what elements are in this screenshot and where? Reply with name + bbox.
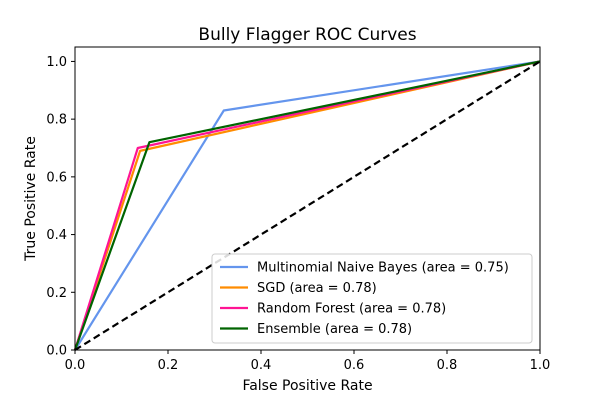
legend: Multinomial Naive Bayes (area = 0.75) SGD…	[211, 253, 533, 344]
plot-frame	[74, 46, 541, 351]
x-tick-label: 0.6	[344, 358, 365, 373]
series-line-multinomial-naive-bayes	[74, 60, 541, 351]
legend-label-ensemble: Ensemble (area = 0.78)	[257, 322, 412, 337]
plot-lines	[73, 60, 541, 351]
diagonal-reference-line	[74, 60, 541, 351]
y-tick-label: 0.4	[46, 228, 67, 243]
y-axis-title: True Positive Rate	[23, 136, 39, 262]
y-tick-label: 0.0	[46, 344, 67, 359]
legend-label-random-forest: Random Forest (area = 0.78)	[257, 302, 446, 317]
x-tick-label: 1.0	[530, 358, 551, 373]
legend-box	[211, 253, 533, 344]
chart-title: Bully Flagger ROC Curves	[198, 25, 416, 45]
legend-label-multinomial-naive-bayes: Multinomial Naive Bayes (area = 0.75)	[257, 261, 509, 276]
x-tick-label: 0.4	[251, 358, 272, 373]
series-line-ensemble	[73, 60, 541, 351]
x-tick-label: 0.0	[65, 358, 86, 373]
x-axis-ticks: 0.0 0.2 0.4 0.6 0.8 1.0	[65, 350, 551, 373]
x-tick-label: 0.2	[158, 358, 179, 373]
x-axis-title: False Positive Rate	[242, 378, 372, 394]
y-tick-label: 0.8	[46, 113, 67, 128]
y-axis-ticks: 0.0 0.2 0.4 0.6 0.8 1.0	[46, 55, 75, 359]
x-tick-label: 0.8	[437, 358, 458, 373]
y-tick-label: 1.0	[46, 55, 67, 70]
y-tick-label: 0.2	[46, 286, 67, 301]
y-tick-label: 0.6	[46, 170, 67, 185]
legend-label-sgd: SGD (area = 0.78)	[257, 281, 377, 296]
